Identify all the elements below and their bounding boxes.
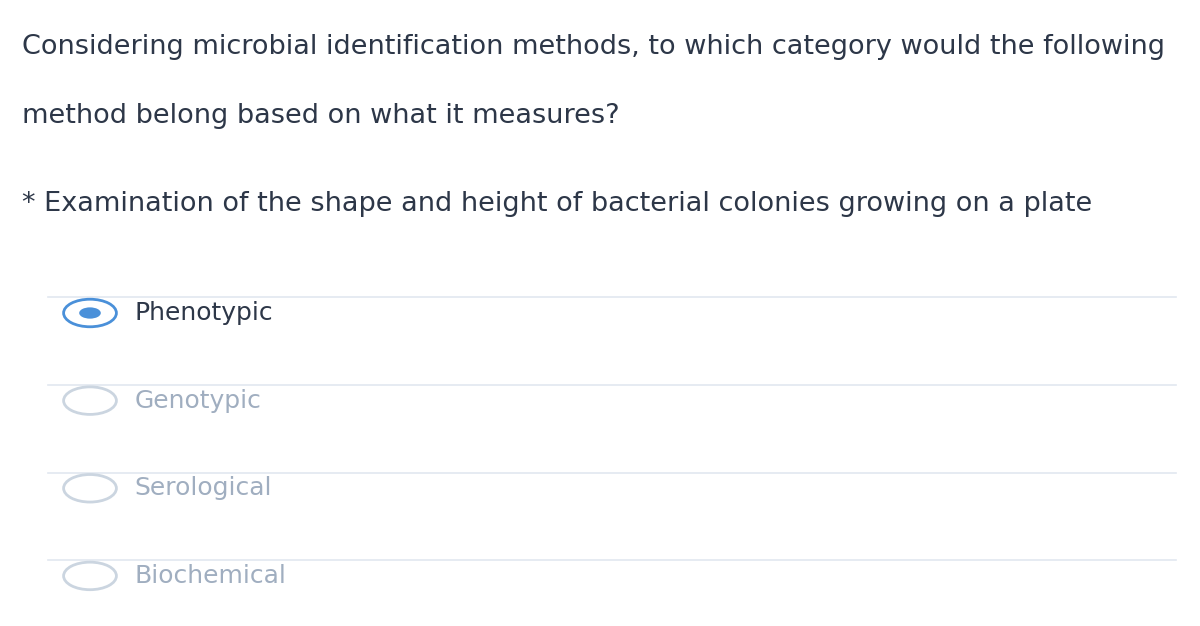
Text: Phenotypic: Phenotypic	[134, 301, 274, 325]
Text: * Examination of the shape and height of bacterial colonies growing on a plate: * Examination of the shape and height of…	[22, 191, 1092, 217]
Circle shape	[64, 562, 116, 590]
Text: method belong based on what it measures?: method belong based on what it measures?	[22, 103, 619, 130]
Text: Biochemical: Biochemical	[134, 564, 287, 588]
Text: Considering microbial identification methods, to which category would the follow: Considering microbial identification met…	[22, 34, 1164, 61]
Text: Serological: Serological	[134, 476, 272, 500]
Circle shape	[79, 307, 101, 319]
Circle shape	[64, 475, 116, 502]
Text: Genotypic: Genotypic	[134, 389, 262, 413]
Circle shape	[64, 299, 116, 327]
Circle shape	[64, 387, 116, 414]
